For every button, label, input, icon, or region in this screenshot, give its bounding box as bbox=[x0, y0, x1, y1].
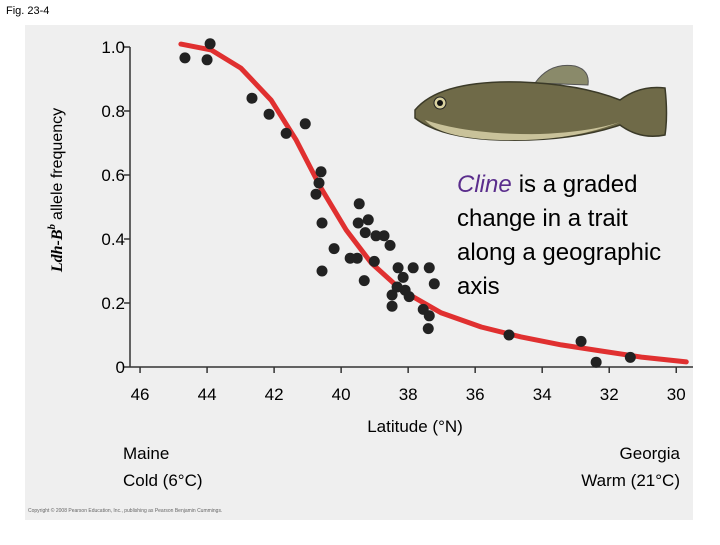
data-point bbox=[378, 230, 390, 242]
data-point bbox=[359, 227, 371, 239]
x-tick-label: 40 bbox=[332, 385, 351, 404]
data-point bbox=[313, 177, 325, 189]
data-point bbox=[315, 166, 327, 178]
right-note-line: Georgia bbox=[620, 444, 681, 463]
data-point bbox=[280, 127, 292, 139]
y-tick-label: 0.4 bbox=[101, 230, 125, 249]
data-point bbox=[358, 275, 370, 287]
data-point bbox=[299, 118, 311, 130]
x-tick-label: 32 bbox=[600, 385, 619, 404]
data-point bbox=[503, 329, 515, 341]
y-tick-label: 1.0 bbox=[101, 38, 125, 57]
data-point bbox=[590, 356, 602, 368]
data-point bbox=[370, 230, 382, 242]
data-point bbox=[204, 38, 216, 50]
data-point bbox=[403, 291, 415, 303]
annotation-line: axis bbox=[457, 273, 500, 300]
data-point bbox=[392, 262, 404, 274]
left-note-line: Maine bbox=[123, 444, 169, 463]
data-point bbox=[352, 217, 364, 229]
y-tick-label: 0.8 bbox=[101, 102, 125, 121]
annotation-line: along a geographic bbox=[457, 239, 661, 266]
left-note-line: Cold (6°C) bbox=[123, 471, 203, 490]
x-tick-label: 42 bbox=[265, 385, 284, 404]
annotation: Cline is a graded change in a trait along… bbox=[457, 171, 661, 300]
annotation-line: Cline is a graded bbox=[457, 171, 637, 198]
x-tick-label: 34 bbox=[533, 385, 552, 404]
x-axis-label: Latitude (°N) bbox=[367, 417, 463, 436]
x-tick-label: 36 bbox=[466, 385, 485, 404]
data-point bbox=[351, 252, 363, 264]
data-point bbox=[263, 108, 275, 120]
data-point bbox=[362, 214, 374, 226]
data-point bbox=[310, 188, 322, 200]
annotation-line: change in a trait bbox=[457, 205, 628, 232]
data-point bbox=[422, 323, 434, 335]
data-point bbox=[386, 289, 398, 301]
y-tick-label: 0 bbox=[116, 358, 125, 377]
plot: 0 0.2 0.4 0.6 0.8 1.0 46 44 42 40 38 36 34 32 30 bbox=[101, 38, 693, 404]
data-point bbox=[386, 300, 398, 312]
right-note-line: Warm (21°C) bbox=[581, 471, 680, 490]
data-point bbox=[423, 262, 435, 274]
data-point bbox=[624, 351, 636, 363]
gene-name: Ldh-B bbox=[49, 229, 66, 273]
fish bbox=[414, 64, 668, 141]
gene-superscript: b bbox=[46, 223, 58, 229]
x-tick-label: 46 bbox=[131, 385, 150, 404]
y-tick-label: 0.6 bbox=[101, 166, 125, 185]
data-point bbox=[384, 239, 396, 251]
cline-curve bbox=[178, 41, 689, 365]
data-point bbox=[201, 54, 213, 66]
data-point bbox=[353, 198, 365, 210]
y-tick-label: 0.2 bbox=[101, 294, 125, 313]
data-point bbox=[428, 278, 440, 290]
data-point bbox=[423, 310, 435, 322]
data-point bbox=[368, 255, 380, 267]
data-point bbox=[575, 335, 587, 347]
annotation-highlight: Cline bbox=[457, 171, 512, 198]
fish-pupil bbox=[437, 100, 443, 106]
x-tick-label: 44 bbox=[198, 385, 217, 404]
data-point bbox=[179, 52, 191, 64]
fish-fin bbox=[534, 64, 589, 86]
copyright: Copyright © 2008 Pearson Education, Inc.… bbox=[28, 507, 222, 514]
data-point bbox=[328, 243, 340, 255]
data-point bbox=[397, 271, 409, 283]
data-point bbox=[246, 92, 258, 104]
y-axis-label: Ldh-Bb allele frequency bbox=[46, 108, 66, 273]
x-tick-label: 30 bbox=[667, 385, 686, 404]
annotation-text: is a graded bbox=[519, 171, 638, 198]
data-point bbox=[316, 265, 328, 277]
x-tick-label: 38 bbox=[399, 385, 418, 404]
fish-belly bbox=[425, 120, 620, 141]
data-point bbox=[407, 262, 419, 274]
data-point bbox=[316, 217, 328, 229]
y-axis-text: allele frequency bbox=[49, 108, 66, 220]
figure-label: Fig. 23-4 bbox=[6, 5, 49, 17]
